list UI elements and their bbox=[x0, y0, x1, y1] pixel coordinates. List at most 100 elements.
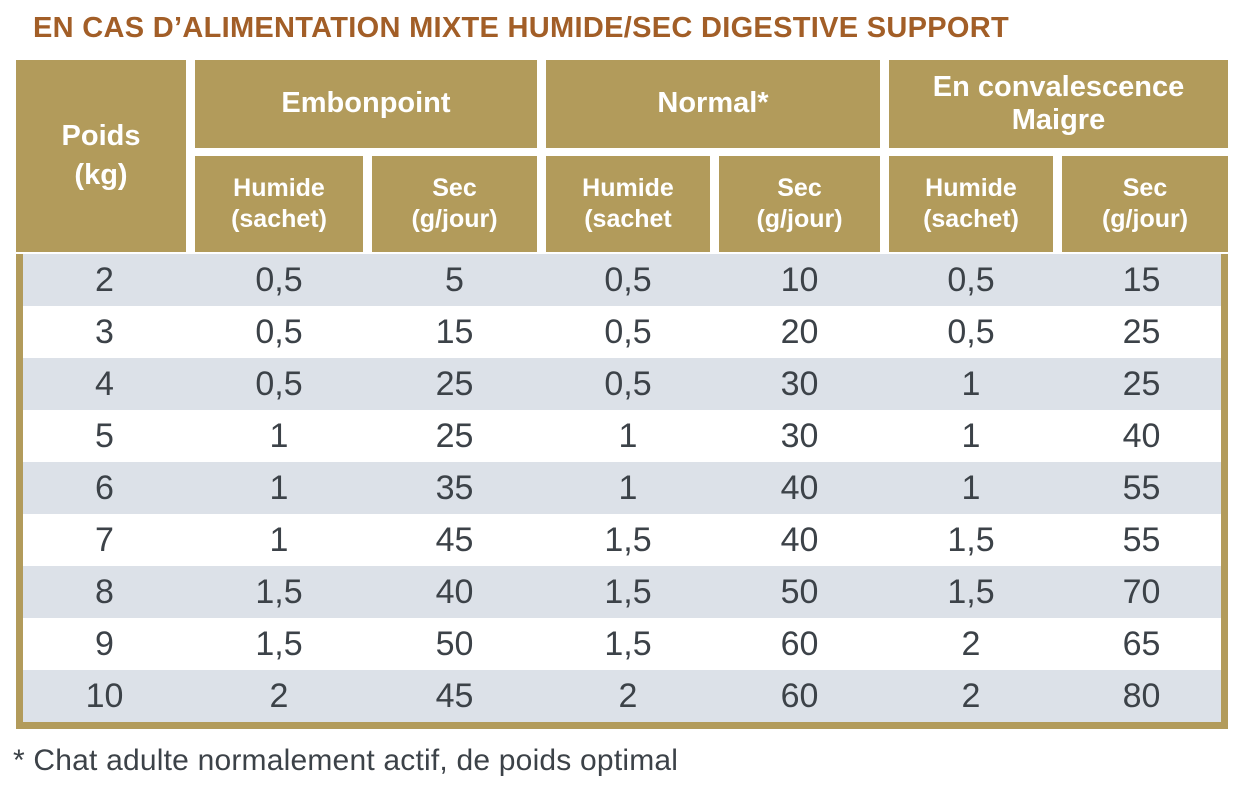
header-poids-line2: (kg) bbox=[74, 159, 128, 191]
header-sub-humide-3: Humide (sachet) bbox=[889, 156, 1053, 252]
table-cell: 1,5 bbox=[604, 572, 652, 611]
table-cell: 0,5 bbox=[604, 364, 652, 403]
table-cell: 1,5 bbox=[604, 624, 652, 663]
table-cell: 70 bbox=[1122, 572, 1161, 611]
table-row: 5 1 25 1 30 1 40 bbox=[23, 410, 1221, 462]
table-row: 10 2 45 2 60 2 80 bbox=[23, 670, 1221, 722]
footnote: * Chat adulte normalement actif, de poid… bbox=[13, 744, 679, 777]
subheader-line2: (sachet) bbox=[923, 205, 1019, 233]
header-group-convalescence-maigre: En convalescence Maigre bbox=[889, 60, 1228, 148]
table-cell: 6 bbox=[95, 468, 114, 507]
header-group-normal: Normal* bbox=[546, 60, 880, 148]
table-cell: 80 bbox=[1122, 676, 1161, 715]
table-cell: 10 bbox=[780, 260, 819, 299]
table-cell: 5 bbox=[445, 260, 464, 299]
table-cell: 1 bbox=[961, 364, 981, 403]
subheader-line1: Sec bbox=[432, 173, 477, 202]
subheader-line1: Humide bbox=[582, 173, 674, 202]
header-sub-sec-1: Sec (g/jour) bbox=[372, 156, 537, 252]
header-poids-line1: Poids bbox=[61, 119, 141, 152]
subheader-line2: (g/jour) bbox=[756, 205, 843, 233]
table-cell: 2 bbox=[269, 676, 289, 715]
subheader-line2: (g/jour) bbox=[1101, 205, 1189, 233]
table-cell: 55 bbox=[1122, 468, 1161, 507]
header-sub-humide-2: Humide (sachet bbox=[546, 156, 710, 252]
table-cell: 25 bbox=[435, 364, 474, 403]
table-cell: 0,5 bbox=[255, 364, 303, 403]
table-cell: 1 bbox=[961, 468, 981, 507]
table-cell: 7 bbox=[95, 520, 114, 559]
table-cell: 30 bbox=[780, 364, 819, 403]
table-row: 6 1 35 1 40 1 55 bbox=[23, 462, 1221, 514]
table-cell: 1 bbox=[618, 416, 638, 455]
table-cell: 1,5 bbox=[604, 520, 652, 559]
table-cell: 30 bbox=[780, 416, 819, 455]
table-cell: 0,5 bbox=[255, 312, 303, 351]
table-row: 8 1,5 40 1,5 50 1,5 70 bbox=[23, 566, 1221, 618]
header-poids-kg: Poids (kg) bbox=[16, 60, 186, 252]
table-cell: 2 bbox=[961, 624, 981, 663]
table-cell: 40 bbox=[780, 468, 819, 507]
table-cell: 2 bbox=[95, 260, 114, 299]
table-cell: 10 bbox=[85, 676, 124, 715]
table-cell: 1 bbox=[961, 416, 981, 455]
table-cell: 15 bbox=[1122, 260, 1161, 299]
table-cell: 2 bbox=[618, 676, 638, 715]
table-cell: 0,5 bbox=[947, 260, 995, 299]
table-cell: 2 bbox=[961, 676, 981, 715]
table-cell: 0,5 bbox=[947, 312, 995, 351]
table-cell: 25 bbox=[1122, 364, 1161, 403]
table-cell: 50 bbox=[780, 572, 819, 611]
subheader-line2: (sachet) bbox=[231, 205, 327, 233]
table-header: Poids (kg) Embonpoint Normal* En convale… bbox=[16, 60, 1228, 252]
feeding-guide-page: EN CAS D’ALIMENTATION MIXTE HUMIDE/SEC D… bbox=[0, 12, 1242, 787]
table-row: 9 1,5 50 1,5 60 2 65 bbox=[23, 618, 1221, 670]
table-cell: 1 bbox=[269, 416, 289, 455]
feeding-table: Poids (kg) Embonpoint Normal* En convale… bbox=[16, 60, 1228, 729]
table-cell: 0,5 bbox=[604, 260, 652, 299]
table-cell: 1 bbox=[269, 520, 289, 559]
table-cell: 1 bbox=[618, 468, 638, 507]
subheader-line1: Sec bbox=[777, 173, 822, 202]
table-body: 2 0,5 5 0,5 10 0,5 15 3 0,5 15 0,5 20 0,5 25 4 0,5 25 0,5… bbox=[16, 254, 1228, 729]
table-cell: 15 bbox=[435, 312, 474, 351]
table-cell: 9 bbox=[95, 624, 114, 663]
table-cell: 0,5 bbox=[255, 260, 303, 299]
table-cell: 0,5 bbox=[604, 312, 652, 351]
table-cell: 8 bbox=[95, 572, 114, 611]
table-cell: 25 bbox=[435, 416, 474, 455]
table-cell: 1,5 bbox=[947, 520, 995, 559]
table-cell: 1 bbox=[269, 468, 289, 507]
table-cell: 40 bbox=[780, 520, 819, 559]
header-group-embonpoint: Embonpoint bbox=[195, 60, 537, 148]
table-cell: 1,5 bbox=[255, 572, 303, 611]
table-cell: 45 bbox=[435, 520, 474, 559]
header-sub-sec-3: Sec (g/jour) bbox=[1062, 156, 1228, 252]
table-row: 4 0,5 25 0,5 30 1 25 bbox=[23, 358, 1221, 410]
table-cell: 1,5 bbox=[947, 572, 995, 611]
table-cell: 40 bbox=[435, 572, 474, 611]
table-cell: 60 bbox=[780, 676, 819, 715]
subheader-line2: (sachet bbox=[584, 205, 672, 233]
subheader-line1: Humide bbox=[925, 173, 1017, 202]
page-title: EN CAS D’ALIMENTATION MIXTE HUMIDE/SEC D… bbox=[33, 12, 1010, 44]
table-cell: 5 bbox=[95, 416, 114, 455]
table-row: 3 0,5 15 0,5 20 0,5 25 bbox=[23, 306, 1221, 358]
subheader-line2: (g/jour) bbox=[411, 205, 498, 233]
table-cell: 25 bbox=[1122, 312, 1161, 351]
table-cell: 45 bbox=[435, 676, 474, 715]
table-cell: 65 bbox=[1122, 624, 1161, 663]
table-row: 7 1 45 1,5 40 1,5 55 bbox=[23, 514, 1221, 566]
table-cell: 20 bbox=[780, 312, 819, 351]
header-sub-sec-2: Sec (g/jour) bbox=[719, 156, 880, 252]
table-row: 2 0,5 5 0,5 10 0,5 15 bbox=[23, 254, 1221, 306]
table-cell: 60 bbox=[780, 624, 819, 663]
table-cell: 50 bbox=[435, 624, 474, 663]
table-cell: 55 bbox=[1122, 520, 1161, 559]
table-cell: 3 bbox=[95, 312, 114, 351]
table-cell: 35 bbox=[435, 468, 474, 507]
subheader-line1: Sec bbox=[1122, 173, 1168, 202]
header-sub-humide-1: Humide (sachet) bbox=[195, 156, 363, 252]
table-cell: 40 bbox=[1122, 416, 1161, 455]
subheader-line1: Humide bbox=[233, 173, 325, 202]
